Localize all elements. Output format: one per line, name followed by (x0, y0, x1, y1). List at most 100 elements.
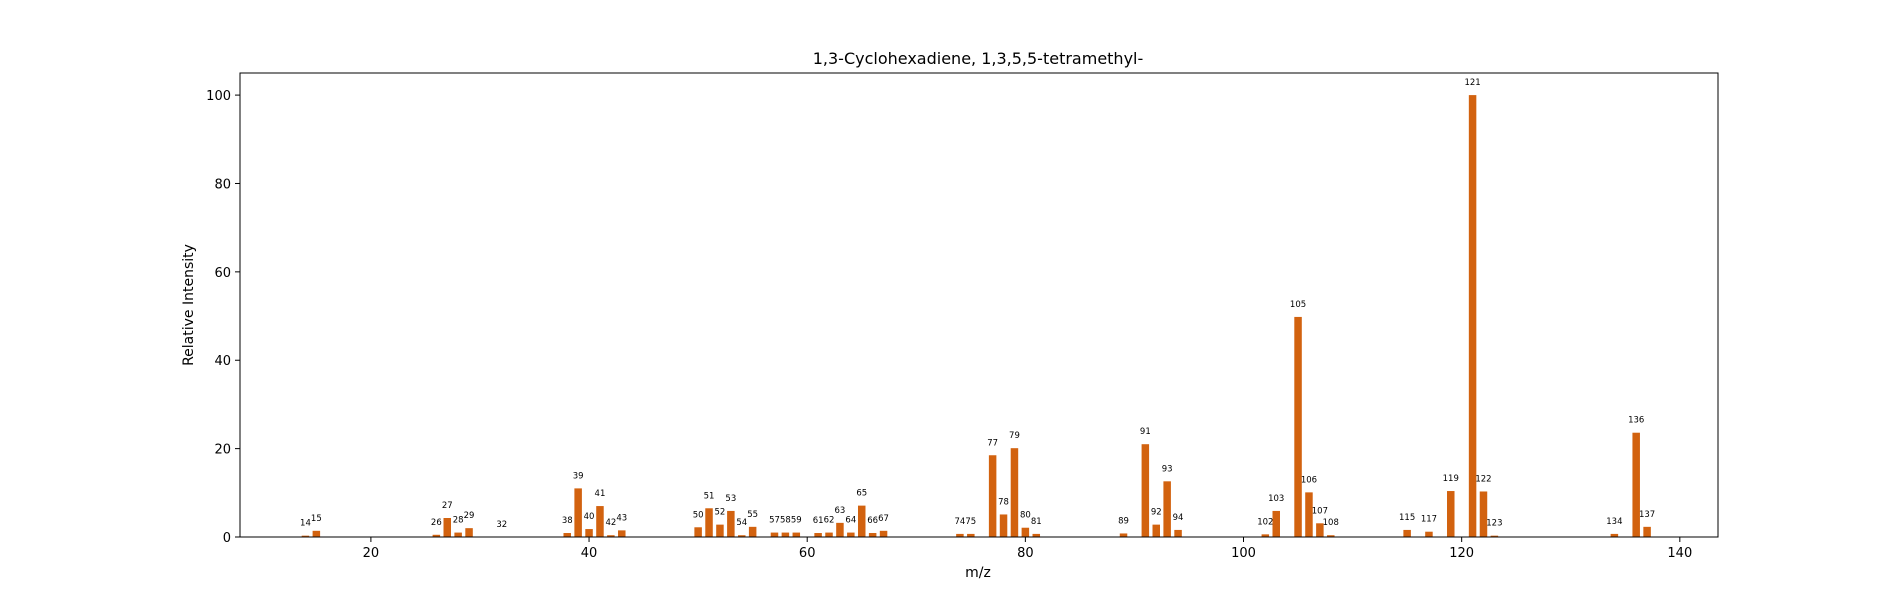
bar-label-mz-80: 80 (1020, 511, 1031, 521)
bar-mz-123 (1490, 535, 1499, 537)
y-axis-title: Relative Intensity (181, 244, 197, 366)
bar-label-mz-15: 15 (311, 514, 322, 524)
bar-label-mz-77: 77 (987, 438, 998, 448)
bar-mz-43 (618, 530, 626, 537)
bar-mz-55 (748, 526, 757, 537)
bar-label-mz-63: 63 (835, 506, 846, 516)
x-tick-label: 40 (581, 546, 598, 561)
bar-label-mz-64: 64 (845, 516, 856, 526)
bar-label-mz-55: 55 (747, 510, 758, 520)
bar-label-mz-122: 122 (1475, 474, 1491, 484)
bar-label-mz-32: 32 (496, 520, 507, 530)
plot-frame (239, 72, 1719, 538)
bar-mz-15 (312, 530, 321, 537)
bar-label-mz-136: 136 (1628, 416, 1644, 426)
bar-label-mz-59: 59 (791, 516, 802, 526)
bar-mz-78 (999, 514, 1008, 537)
bar-label-mz-89: 89 (1118, 516, 1129, 526)
bar-label-mz-102: 102 (1257, 517, 1273, 527)
bar-group (301, 95, 1651, 537)
bar-label-mz-93: 93 (1162, 464, 1173, 474)
bar-mz-50 (694, 527, 702, 537)
x-tick-label: 120 (1449, 546, 1474, 561)
bar-label-mz-106: 106 (1301, 475, 1317, 485)
bar-mz-102 (1261, 534, 1270, 537)
bar-mz-14 (301, 535, 310, 537)
bar-label-mz-61: 61 (813, 516, 824, 526)
bar-label-mz-29: 29 (464, 511, 475, 521)
y-axis-ticks: 0 20 40 60 80 100 (206, 89, 240, 546)
bar-mz-52 (716, 524, 724, 537)
bar-mz-105 (1294, 316, 1302, 537)
bar-label-mz-105: 105 (1290, 300, 1306, 310)
x-tick-label: 80 (1017, 546, 1034, 561)
y-tick-label: 80 (214, 177, 231, 192)
bar-label-mz-26: 26 (431, 518, 442, 528)
chart-title: 1,3-Cyclohexadiene, 1,3,5,5-tetramethyl- (813, 49, 1144, 68)
bar-label-mz-74: 74 (954, 517, 965, 527)
bar-mz-28 (454, 532, 462, 537)
bar-mz-77 (988, 455, 997, 537)
bar-label-mz-81: 81 (1031, 517, 1042, 527)
bar-mz-66 (868, 533, 877, 537)
bar-mz-89 (1119, 533, 1128, 537)
bar-mz-67 (879, 530, 888, 537)
bar-mz-75 (967, 533, 975, 537)
bar-mz-136 (1632, 432, 1640, 537)
bar-mz-119 (1447, 491, 1455, 537)
x-tick-label: 20 (363, 546, 380, 561)
y-tick-label: 20 (214, 443, 231, 458)
y-tick-label: 40 (214, 354, 231, 369)
bar-label-mz-40: 40 (584, 512, 595, 522)
bar-label-mz-57: 57 (769, 516, 780, 526)
y-tick-label: 60 (214, 266, 231, 281)
bar-mz-42 (607, 535, 615, 537)
bar-mz-92 (1152, 524, 1160, 537)
bar-label-mz-38: 38 (562, 516, 573, 526)
bar-label-mz-66: 66 (867, 516, 878, 526)
bar-mz-58 (781, 532, 790, 537)
bar-label-mz-39: 39 (573, 471, 584, 481)
bar-mz-115 (1403, 529, 1411, 537)
bar-mz-38 (563, 533, 571, 537)
bar-mz-91 (1141, 444, 1150, 537)
bar-label-mz-115: 115 (1399, 513, 1415, 523)
bar-label-mz-67: 67 (878, 514, 889, 524)
bar-mz-106 (1305, 492, 1313, 537)
y-tick-label: 100 (206, 89, 231, 104)
bar-label-mz-117: 117 (1421, 515, 1437, 525)
bar-mz-29 (465, 528, 473, 537)
bar-mz-121 (1468, 95, 1477, 537)
bar-label-mz-123: 123 (1486, 519, 1502, 529)
bar-label-mz-41: 41 (595, 489, 606, 499)
bar-mz-40 (585, 529, 593, 537)
bar-label-mz-103: 103 (1268, 494, 1284, 504)
bar-label-mz-50: 50 (693, 510, 704, 520)
bar-label-mz-79: 79 (1009, 431, 1020, 441)
bar-label-mz-51: 51 (704, 491, 715, 501)
x-axis-title: m/z (965, 565, 991, 581)
bar-label-mz-62: 62 (824, 516, 835, 526)
bar-mz-59 (792, 532, 801, 537)
x-tick-label: 140 (1667, 546, 1692, 561)
bar-label-mz-137: 137 (1639, 510, 1655, 520)
bar-label-mz-52: 52 (715, 508, 726, 518)
bar-mz-108 (1327, 535, 1335, 537)
bar-label-mz-42: 42 (605, 518, 616, 528)
bar-mz-134 (1610, 533, 1619, 537)
bar-mz-79 (1010, 448, 1019, 537)
bar-mz-107 (1316, 523, 1324, 537)
bar-label-mz-28: 28 (453, 516, 464, 526)
bar-label-mz-27: 27 (442, 501, 453, 511)
bar-mz-62 (825, 532, 833, 537)
bar-label-mz-94: 94 (1173, 513, 1184, 523)
bar-mz-94 (1174, 529, 1182, 537)
bar-mz-54 (738, 535, 746, 537)
bar-label-mz-43: 43 (616, 513, 627, 523)
bar-mz-137 (1643, 526, 1651, 537)
bar-label-mz-54: 54 (736, 518, 747, 528)
bar-mz-27 (443, 518, 451, 537)
